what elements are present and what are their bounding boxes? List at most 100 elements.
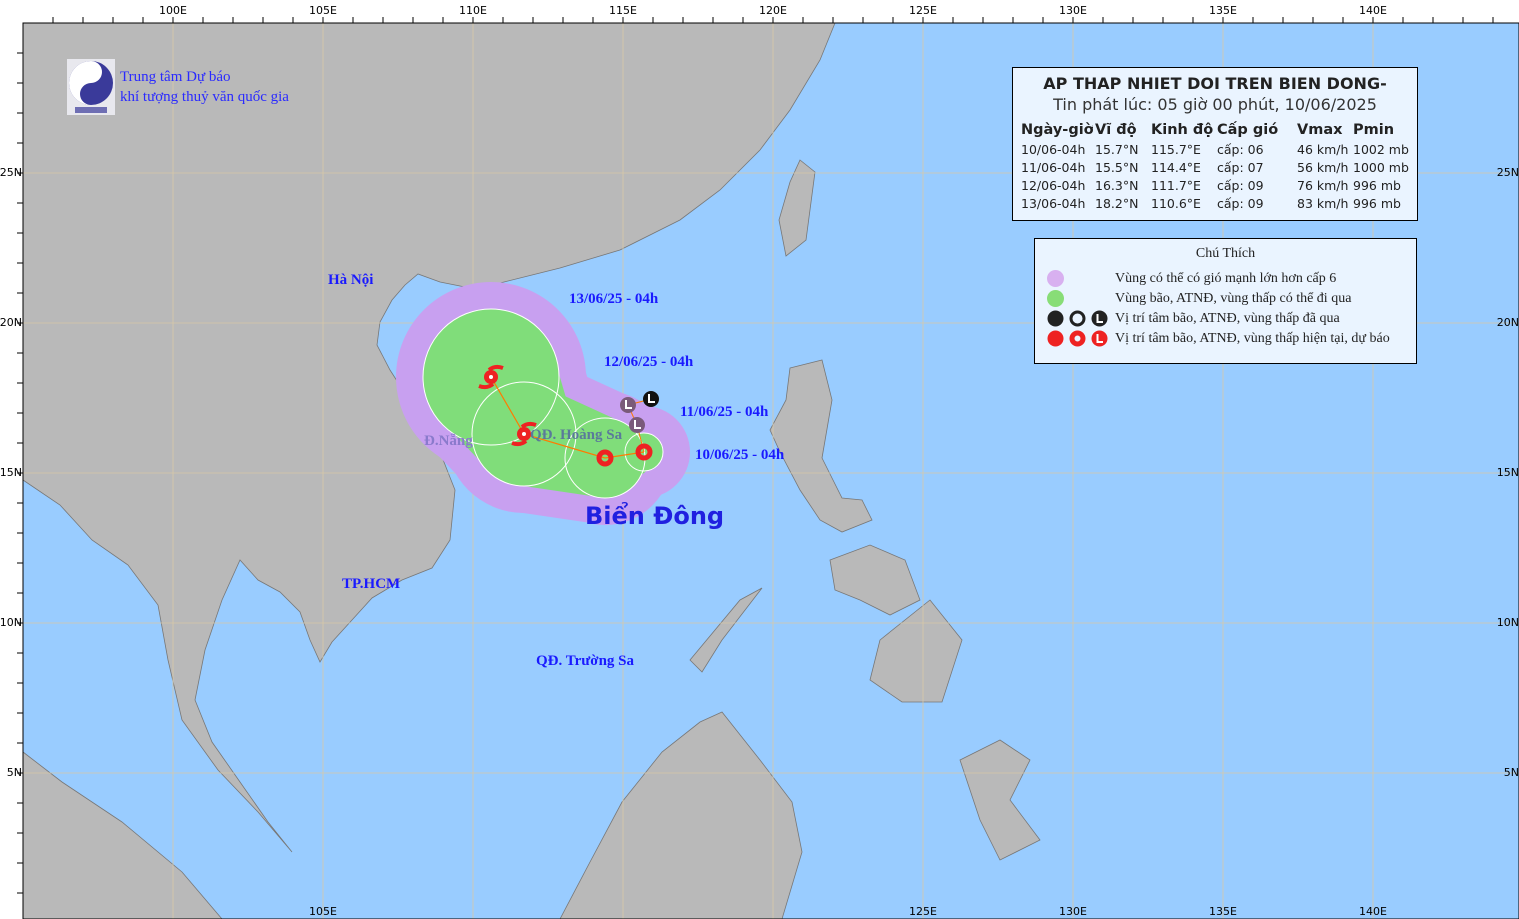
legend-item: Vùng có thể có gió mạnh lớn hơn cấp 6 xyxy=(1035,269,1416,289)
col-lat: Vĩ độ xyxy=(1095,122,1137,138)
legend-item: Vị trí tâm bão, ATNĐ, vùng thấp hiện tại… xyxy=(1035,329,1416,349)
table-cell: 83 km/h xyxy=(1297,196,1349,211)
axis-label: 140E xyxy=(1359,4,1387,17)
track-label-12: 12/06/25 - 04h xyxy=(604,354,694,370)
depression-icon xyxy=(635,443,653,461)
table-row: 12/06-04h 16.3°N 111.7°E cấp: 09 76 km/h 996 … xyxy=(1019,177,1413,195)
storm-eye xyxy=(489,375,493,379)
forecast-table: Ngày-giờ Vĩ độ Kinh độ Cấp gió Vmax Pmin… xyxy=(1019,119,1413,213)
mindanao xyxy=(869,599,963,703)
low-letter xyxy=(634,420,641,429)
forecast-track-line xyxy=(490,376,645,459)
table-row: 10/06-04h 15.7°N 115.7°E cấp: 06 46 km/h 1002… xyxy=(1019,141,1413,159)
table-cell: cấp: 06 xyxy=(1217,142,1264,157)
axis-label: 5N xyxy=(6,766,22,779)
storm-eye xyxy=(522,432,526,436)
palawan xyxy=(689,587,763,673)
storm-area xyxy=(423,309,663,498)
table-cell: 111.7°E xyxy=(1151,178,1201,193)
table-cell: 46 km/h xyxy=(1297,142,1349,157)
axis-ticks xyxy=(17,17,1494,894)
axis-label: 125E xyxy=(909,4,937,17)
green-area-icon xyxy=(1047,290,1064,307)
table-cell: 16.3°N xyxy=(1095,178,1139,193)
sumatra xyxy=(22,751,223,919)
table-cell: cấp: 07 xyxy=(1217,160,1264,175)
axis-label: 135E xyxy=(1209,905,1237,918)
col-pmin: Pmin xyxy=(1353,122,1395,138)
org-line1: Trung tâm Dự báo xyxy=(120,69,231,85)
axis-label: 15N xyxy=(1496,466,1519,479)
track-label-13: 13/06/25 - 04h xyxy=(569,291,659,307)
axis-label: 15N xyxy=(0,466,22,479)
axis-label: 25N xyxy=(0,166,22,179)
mainland-asia xyxy=(22,22,836,853)
table-cell: 11/06-04h xyxy=(1021,160,1086,175)
legend-text: Vị trí tâm bão, ATNĐ, vùng thấp đã qua xyxy=(1115,311,1340,326)
axis-label: 5N xyxy=(1503,766,1519,779)
axis-label: 110E xyxy=(459,4,487,17)
axis-label: 125E xyxy=(909,905,937,918)
luzon xyxy=(769,359,873,533)
track-label-10: 10/06/25 - 04h xyxy=(695,447,785,463)
grid xyxy=(23,23,1519,919)
col-level: Cấp gió xyxy=(1217,122,1279,138)
axis-label: 10N xyxy=(0,616,22,629)
taiwan xyxy=(778,159,816,257)
past-low-icon xyxy=(643,391,659,407)
axis-label: 130E xyxy=(1059,905,1087,918)
uncertainty-circle xyxy=(422,308,560,446)
legend-text: Vùng có thể có gió mạnh lớn hơn cấp 6 xyxy=(1115,271,1337,286)
uncertainty-circle xyxy=(471,381,577,487)
table-cell: 1002 mb xyxy=(1353,142,1409,157)
axis-label: 115E xyxy=(609,4,637,17)
axis-label: 100E xyxy=(159,4,187,17)
storm-info-box: AP THAP NHIET DOI TREN BIEN DONG- Tin ph… xyxy=(1012,67,1418,221)
past-low-icon xyxy=(620,397,636,413)
sea-label: Biển Đông xyxy=(585,502,725,530)
table-cell: 15.5°N xyxy=(1095,160,1139,175)
table-cell: 12/06-04h xyxy=(1021,178,1086,193)
table-header: Ngày-giờ Vĩ độ Kinh độ Cấp gió Vmax Pmin xyxy=(1019,119,1413,141)
borneo xyxy=(559,711,803,919)
table-cell: 996 mb xyxy=(1353,178,1401,193)
col-lon: Kinh độ xyxy=(1151,122,1214,138)
nchmf-logo xyxy=(67,59,115,115)
legend-box: Chú Thích Vùng có thể có gió mạnh lớn hơ… xyxy=(1034,238,1417,364)
table-row: 13/06-04h 18.2°N 110.6°E cấp: 09 83 km/h 996 … xyxy=(1019,195,1413,213)
map-frame xyxy=(22,22,1519,919)
forecast-storm-icon xyxy=(1047,330,1064,347)
axis-label: 105E xyxy=(309,4,337,17)
axis-label: 20N xyxy=(0,316,22,329)
table-cell: 114.4°E xyxy=(1151,160,1201,175)
past-storm-icon xyxy=(1047,310,1064,327)
issued-time: Tin phát lúc: 05 giờ 00 phút, 10/06/2025 xyxy=(1053,95,1377,114)
place-danang: Đ.Nẵng xyxy=(424,433,473,449)
table-cell: 56 km/h xyxy=(1297,160,1349,175)
depression-icon xyxy=(596,449,614,467)
table-cell: 1000 mb xyxy=(1353,160,1409,175)
axis-label: 20N xyxy=(1496,316,1519,329)
axis-label: 140E xyxy=(1359,905,1387,918)
axis-label: 130E xyxy=(1059,4,1087,17)
storm-title: AP THAP NHIET DOI TREN BIEN DONG- xyxy=(1043,74,1387,93)
visayas xyxy=(829,544,921,616)
legend-item: Vị trí tâm bão, ATNĐ, vùng thấp đã qua xyxy=(1035,309,1416,329)
sulawesi xyxy=(959,739,1041,861)
table-cell: cấp: 09 xyxy=(1217,178,1264,193)
place-truongsa: QĐ. Trường Sa xyxy=(536,653,635,669)
table-cell: 10/06-04h xyxy=(1021,142,1086,157)
table-cell: 110.6°E xyxy=(1151,196,1201,211)
table-row: 11/06-04h 15.5°N 114.4°E cấp: 07 56 km/h 1000… xyxy=(1019,159,1413,177)
storm-arm xyxy=(478,364,504,390)
table-cell: 15.7°N xyxy=(1095,142,1139,157)
track-label-11: 11/06/25 - 04h xyxy=(680,404,769,420)
axis-label: 105E xyxy=(309,905,337,918)
table-cell: cấp: 09 xyxy=(1217,196,1264,211)
org-line2: khí tượng thuỷ văn quốc gia xyxy=(120,89,289,105)
col-vmax: Vmax xyxy=(1297,122,1343,138)
low-letter xyxy=(625,400,632,409)
uncertainty-circle xyxy=(624,432,664,472)
organization-name: Trung tâm Dự báo khí tượng thuỷ văn quốc… xyxy=(120,67,289,107)
table-cell: 18.2°N xyxy=(1095,196,1139,211)
